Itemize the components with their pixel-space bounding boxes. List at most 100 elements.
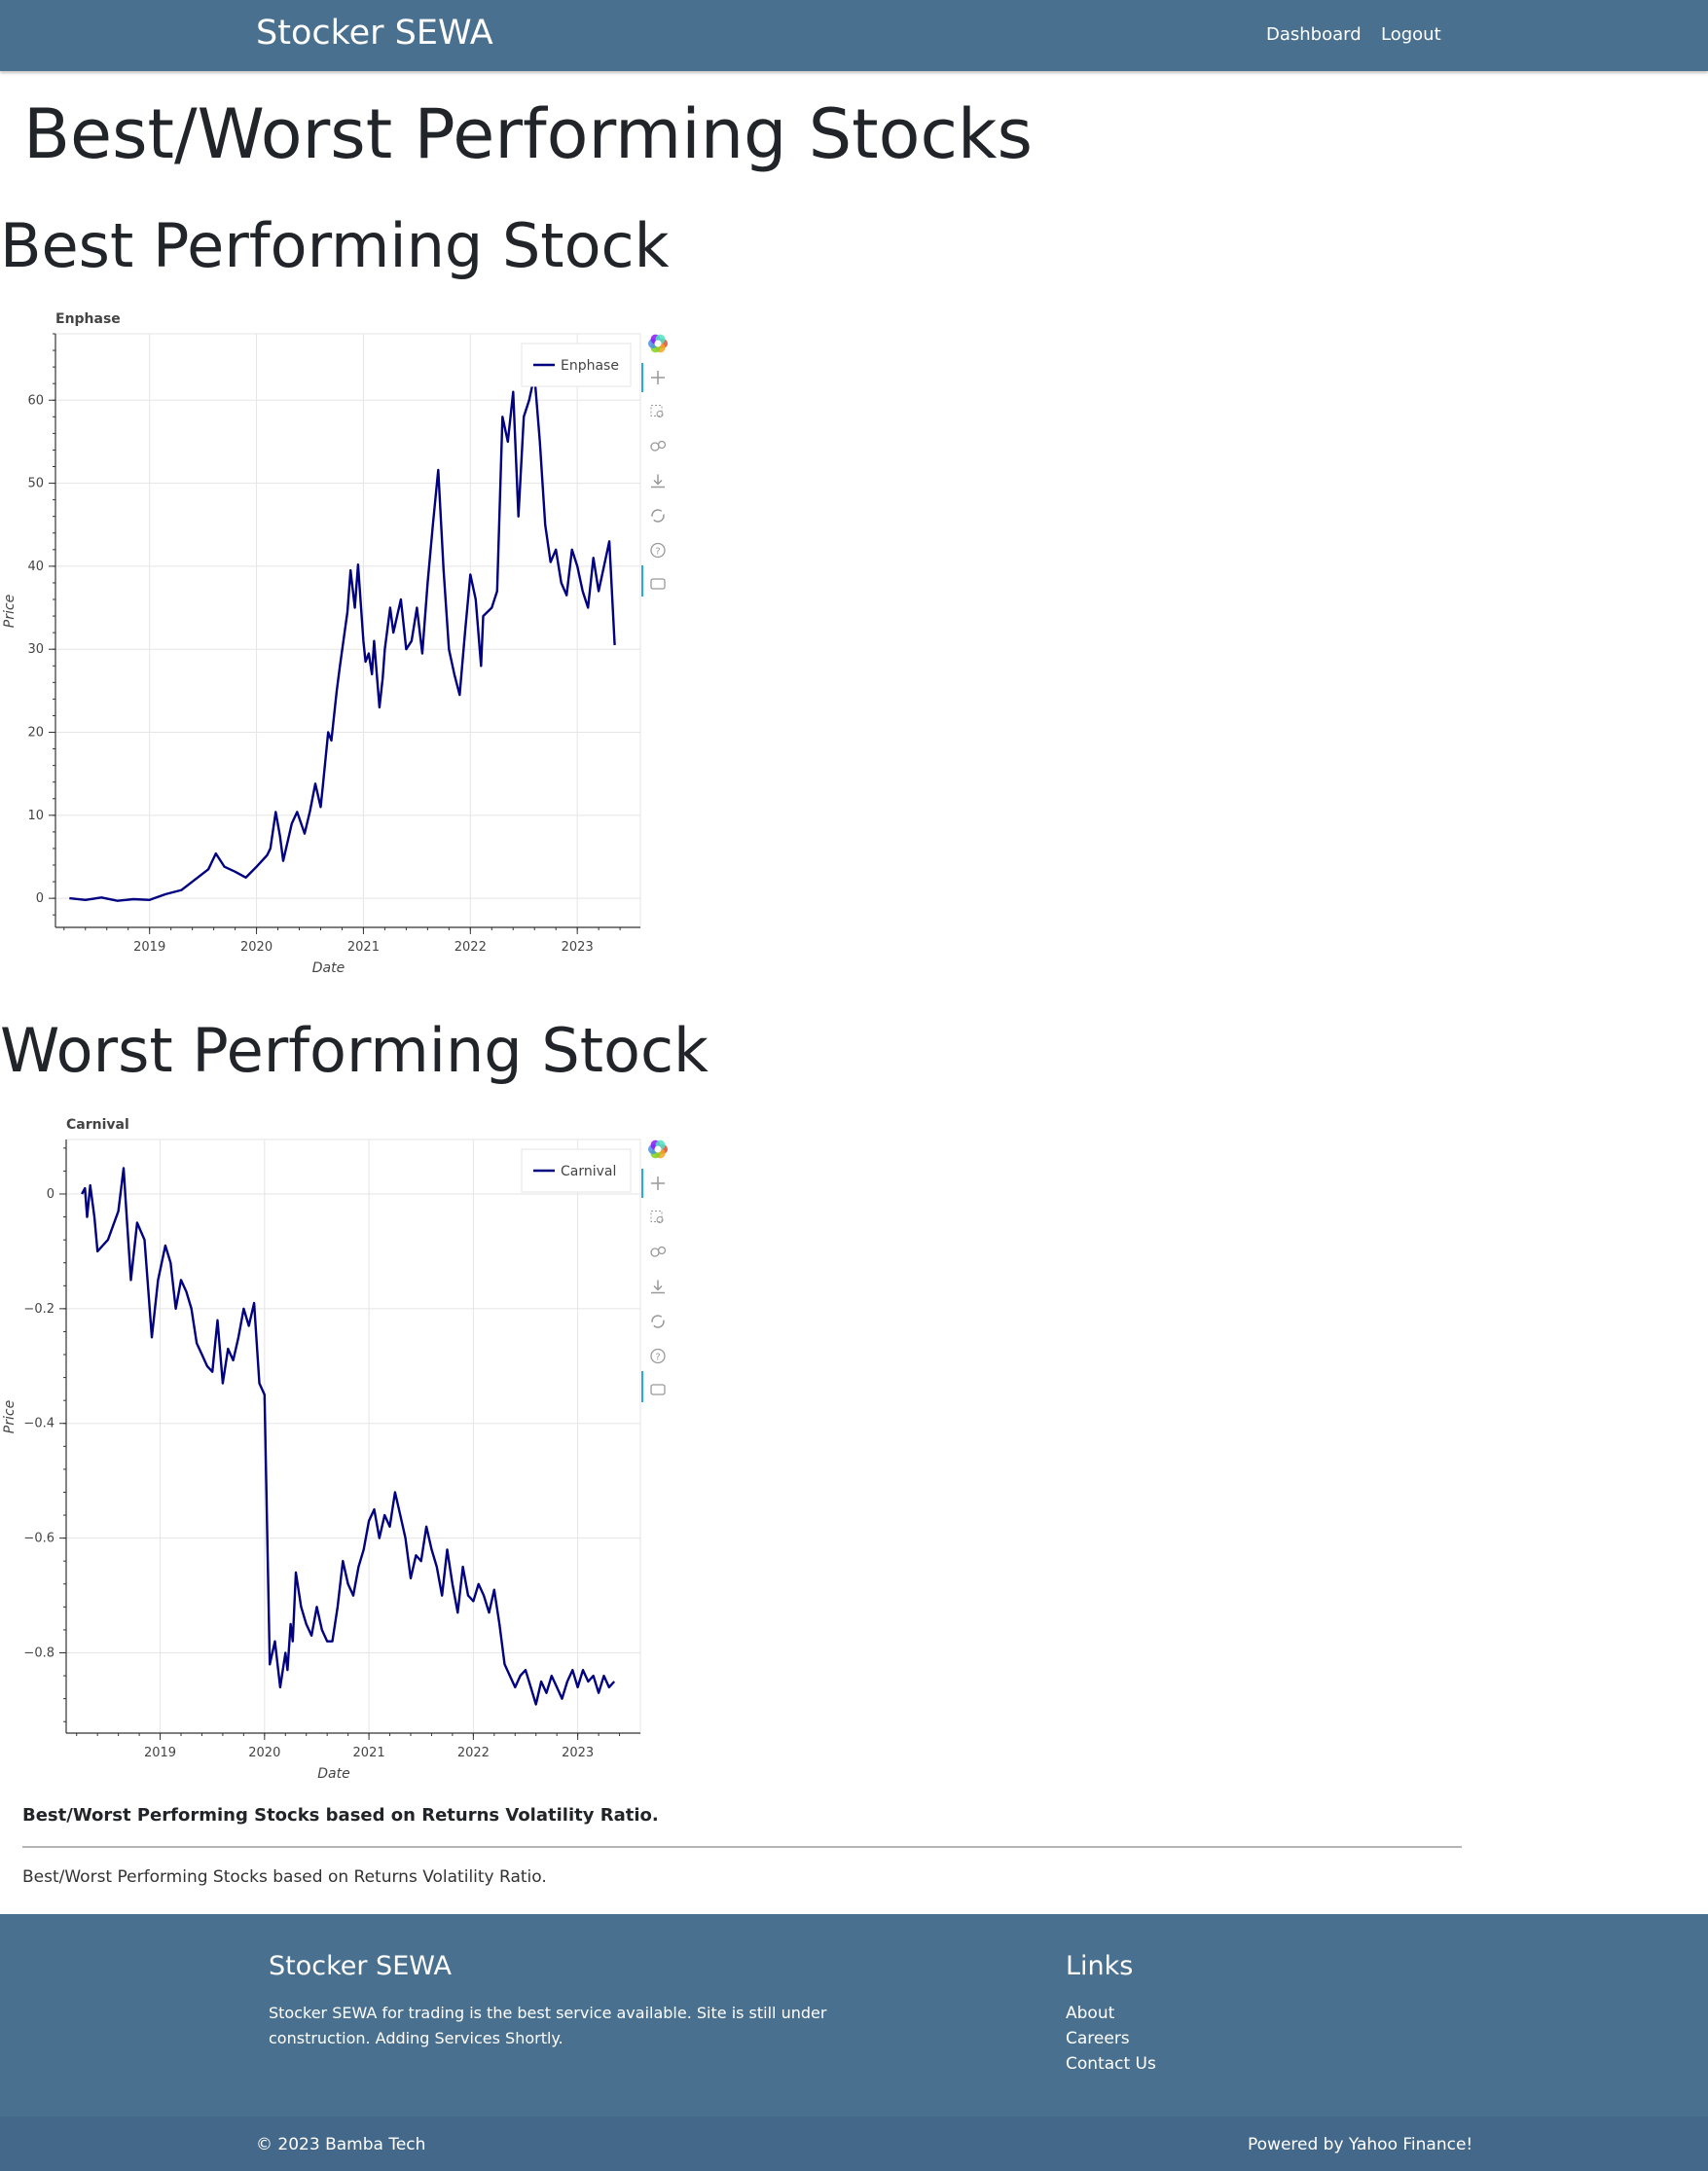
bokeh-logo-icon <box>648 1140 668 1159</box>
y-tick-label: 10 <box>27 809 44 823</box>
wheel-zoom-lens-2 <box>657 440 667 450</box>
chart-toolbar: ? <box>641 1140 668 1402</box>
chart-legend: Carnival <box>521 1148 632 1193</box>
wheel-zoom-lens <box>650 1248 660 1257</box>
page-title: Best/Worst Performing Stocks <box>23 94 1033 174</box>
logo-center <box>654 340 662 347</box>
footer-link-careers[interactable]: Careers <box>1066 2029 1130 2048</box>
wheel-zoom-lens-2 <box>657 1246 667 1255</box>
x-tick-label: 2019 <box>144 1746 176 1760</box>
wheel-zoom-icon[interactable] <box>650 1246 667 1257</box>
help-icon[interactable]: ? <box>650 1348 666 1364</box>
y-tick-label: 30 <box>27 642 44 657</box>
y-axis-label: Price <box>2 595 18 628</box>
pan-icon[interactable] <box>651 371 665 384</box>
y-tick-label: −0.2 <box>23 1302 55 1317</box>
box-zoom-icon[interactable] <box>650 1211 664 1223</box>
footer-link-item: Contact Us <box>1066 2051 1156 2077</box>
best-stock-heading: Best Performing Stock <box>0 210 670 281</box>
y-tick-label: 20 <box>27 726 44 741</box>
chart-toolbar: ? <box>641 334 668 597</box>
box-zoom-path <box>650 1211 663 1222</box>
bokeh-logo-icon <box>648 334 668 353</box>
chart-title: Carnival <box>66 1117 129 1133</box>
reset-icon-path <box>651 1315 665 1328</box>
x-axis-label: Date <box>317 1766 349 1782</box>
save-icon[interactable] <box>651 1280 665 1294</box>
hover-icon[interactable] <box>650 1384 666 1395</box>
series-line <box>81 1167 616 1706</box>
worst-stock-chart[interactable]: 2019 2020 2021 2022 2023 0 −0.2 −0.4 −0.6 −0.8 Car… <box>0 1110 681 1811</box>
save-icon-path <box>651 474 665 488</box>
pan-icon[interactable] <box>651 1176 665 1190</box>
site-footer: Stocker SEWA Stocker SEWA for trading is… <box>0 1914 1708 2171</box>
chart-title: Enphase <box>55 311 121 327</box>
brand-link[interactable]: Stocker SEWA <box>256 14 493 53</box>
powered-by-text: Powered by Yahoo Finance! <box>1248 2135 1473 2154</box>
help-icon-circle <box>650 542 666 559</box>
copyright-text: © 2023 Bamba Tech <box>256 2135 426 2154</box>
x-tick-label: 2021 <box>353 1746 385 1760</box>
y-axis-label: Price <box>2 1400 18 1433</box>
plot-area <box>55 333 641 928</box>
y-tick-label: −0.8 <box>23 1646 55 1660</box>
wheel-zoom-lens <box>650 442 660 452</box>
y-tick-label: 40 <box>27 560 44 574</box>
y-tick-label: −0.6 <box>23 1532 55 1546</box>
worst-stock-chart-svg[interactable]: 2019 2020 2021 2022 2023 0 −0.2 −0.4 −0.6 −0.8 Car… <box>0 1110 681 1811</box>
x-tick-label: 2019 <box>133 940 165 955</box>
pan-icon-path <box>651 371 665 384</box>
legend-label: Enphase <box>561 358 619 374</box>
y-tick-label: −0.4 <box>23 1417 55 1431</box>
footer-description: Stocker SEWA for trading is the best ser… <box>269 2004 827 2047</box>
footer-links-list: About Careers Contact Us <box>1066 2001 1156 2077</box>
save-icon-path <box>651 1280 665 1294</box>
footer-link-about[interactable]: About <box>1066 2004 1115 2023</box>
help-icon-mark: ? <box>655 547 660 558</box>
x-tick-label: 2022 <box>454 940 487 955</box>
box-zoom-lens <box>656 411 664 417</box>
section-divider <box>22 1846 1462 1848</box>
reset-icon[interactable] <box>651 1315 665 1328</box>
y-tick-label: 50 <box>27 477 44 491</box>
box-zoom-path <box>650 405 663 416</box>
footer-brand: Stocker SEWA <box>269 1951 452 1981</box>
y-tick-label: 0 <box>47 1187 55 1202</box>
wheel-zoom-icon[interactable] <box>650 440 667 452</box>
reset-icon[interactable] <box>651 509 665 523</box>
y-tick-label: 60 <box>27 393 44 408</box>
save-icon[interactable] <box>651 474 665 488</box>
best-stock-chart[interactable]: 2019 2020 2021 2022 2023 0 10 20 30 40 50 60 Enphase… <box>0 305 681 1005</box>
logo-center <box>654 1145 662 1153</box>
hover-icon[interactable] <box>650 578 666 590</box>
best-stock-chart-svg[interactable]: 2019 2020 2021 2022 2023 0 10 20 30 40 50 60 Enphase… <box>0 305 681 1005</box>
chart-caption-bold: Best/Worst Performing Stocks based on Re… <box>22 1805 659 1826</box>
nav-logout-link[interactable]: Logout <box>1381 24 1441 45</box>
help-icon-mark: ? <box>655 1353 660 1363</box>
x-tick-label: 2020 <box>240 940 273 955</box>
hover-icon-path <box>650 578 666 590</box>
reset-icon-path <box>651 509 665 523</box>
x-tick-label: 2023 <box>562 1746 594 1760</box>
footer-link-contact-us[interactable]: Contact Us <box>1066 2054 1156 2074</box>
legend-label: Carnival <box>561 1164 616 1179</box>
x-tick-label: 2021 <box>347 940 380 955</box>
box-zoom-icon[interactable] <box>650 405 664 417</box>
nav-dashboard-link[interactable]: Dashboard <box>1266 24 1362 45</box>
y-tick-label: 0 <box>36 891 44 906</box>
footer-bottom-bar: © 2023 Bamba Tech Powered by Yahoo Finan… <box>0 2117 1708 2171</box>
series-line <box>69 374 616 902</box>
footer-link-item: About <box>1066 2001 1156 2026</box>
help-icon-circle <box>650 1348 666 1364</box>
x-tick-label: 2022 <box>457 1746 490 1760</box>
x-axis-label: Date <box>312 960 345 976</box>
top-navbar: Stocker SEWA Dashboard Logout <box>0 0 1708 71</box>
hover-icon-path <box>650 1384 666 1395</box>
chart-caption: Best/Worst Performing Stocks based on Re… <box>22 1867 547 1887</box>
x-tick-label: 2023 <box>562 940 594 955</box>
worst-stock-heading: Worst Performing Stock <box>0 1015 709 1086</box>
help-icon[interactable]: ? <box>650 542 666 559</box>
footer-links-title: Links <box>1066 1951 1134 1981</box>
chart-legend: Enphase <box>521 343 632 387</box>
x-tick-label: 2020 <box>248 1746 280 1760</box>
